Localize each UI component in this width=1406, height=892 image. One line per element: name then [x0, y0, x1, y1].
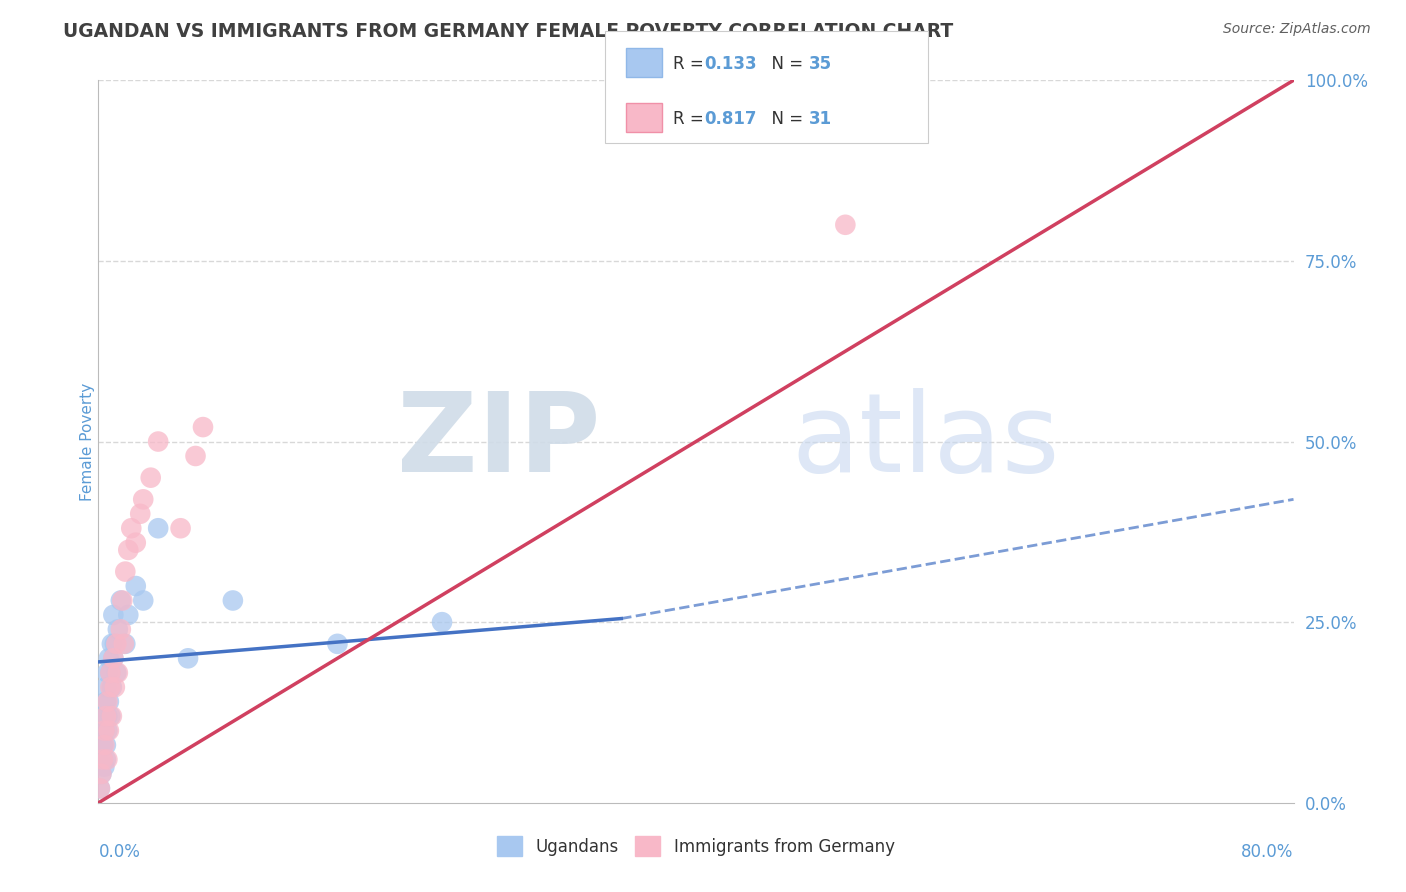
Point — [89, 781, 111, 796]
Point — [89, 781, 111, 796]
Point — [132, 492, 155, 507]
Point — [96, 695, 118, 709]
Point — [93, 738, 115, 752]
Text: UGANDAN VS IMMIGRANTS FROM GERMANY FEMALE POVERTY CORRELATION CHART: UGANDAN VS IMMIGRANTS FROM GERMANY FEMAL… — [63, 22, 953, 41]
Point — [103, 651, 125, 665]
Text: N =: N = — [761, 110, 808, 128]
Point — [110, 623, 132, 637]
Point — [103, 607, 125, 622]
Point — [105, 637, 128, 651]
Point — [98, 709, 122, 723]
Point — [101, 637, 124, 651]
Point — [111, 593, 134, 607]
Point — [107, 665, 129, 680]
Point — [91, 738, 114, 752]
Point — [93, 709, 115, 723]
Text: R =: R = — [673, 55, 710, 73]
Point — [191, 420, 214, 434]
Point — [91, 752, 114, 766]
Point — [177, 651, 200, 665]
Y-axis label: Female Poverty: Female Poverty — [80, 383, 94, 500]
Point — [98, 680, 122, 694]
Point — [834, 218, 856, 232]
Point — [96, 665, 118, 680]
Point — [114, 565, 136, 579]
Text: 0.817: 0.817 — [704, 110, 756, 128]
Point — [94, 695, 117, 709]
Point — [148, 521, 170, 535]
Text: 0.133: 0.133 — [704, 55, 756, 73]
Point — [125, 579, 148, 593]
Point — [96, 752, 118, 766]
Text: 35: 35 — [808, 55, 831, 73]
Text: 31: 31 — [808, 110, 831, 128]
Text: N =: N = — [761, 55, 808, 73]
Point — [96, 709, 118, 723]
Point — [148, 434, 170, 449]
Point — [222, 593, 245, 607]
Point — [103, 651, 125, 665]
Legend: Ugandans, Immigrants from Germany: Ugandans, Immigrants from Germany — [491, 830, 901, 863]
Point — [184, 449, 207, 463]
Text: 0.0%: 0.0% — [98, 843, 141, 861]
Text: R =: R = — [673, 110, 710, 128]
Point — [98, 665, 122, 680]
Point — [90, 767, 112, 781]
Point — [101, 709, 124, 723]
Point — [104, 680, 127, 694]
Point — [110, 593, 132, 607]
Point — [169, 521, 191, 535]
Point — [107, 623, 129, 637]
Point — [97, 651, 120, 665]
Point — [430, 615, 453, 630]
Point — [93, 723, 115, 738]
Point — [105, 665, 128, 680]
Point — [97, 723, 120, 738]
Point — [93, 723, 115, 738]
Point — [91, 752, 114, 766]
Point — [112, 637, 135, 651]
Point — [139, 470, 162, 484]
Point — [117, 607, 139, 622]
Point — [326, 637, 349, 651]
Point — [94, 738, 117, 752]
Point — [125, 535, 148, 549]
Point — [117, 542, 139, 557]
Point — [94, 752, 117, 766]
Point — [104, 637, 127, 651]
Text: Source: ZipAtlas.com: Source: ZipAtlas.com — [1223, 22, 1371, 37]
Text: ZIP: ZIP — [396, 388, 600, 495]
Point — [98, 665, 122, 680]
Point — [114, 637, 136, 651]
Point — [101, 680, 124, 694]
Text: 80.0%: 80.0% — [1241, 843, 1294, 861]
Point — [120, 521, 142, 535]
Text: atlas: atlas — [792, 388, 1060, 495]
Point — [96, 723, 118, 738]
Point — [94, 680, 117, 694]
Point — [97, 695, 120, 709]
Point — [132, 593, 155, 607]
Point — [94, 709, 117, 723]
Point — [90, 767, 112, 781]
Point — [93, 760, 115, 774]
Point — [129, 507, 152, 521]
